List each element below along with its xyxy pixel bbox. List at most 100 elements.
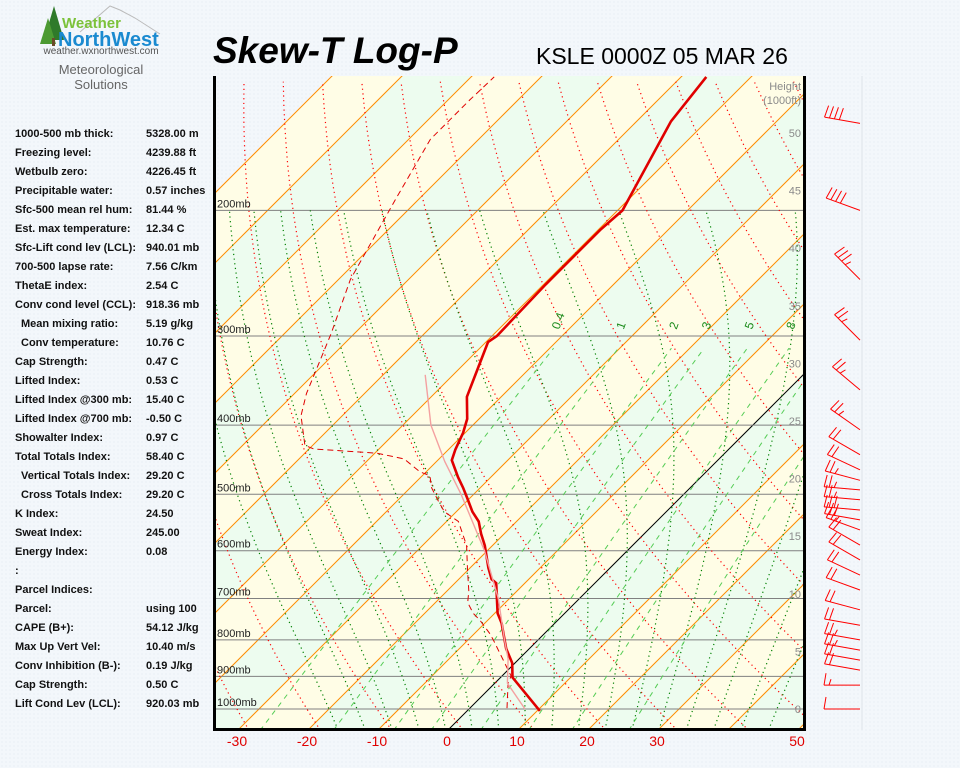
- wind-barb-full: [823, 696, 827, 710]
- dry-adiabat: [793, 81, 805, 106]
- wind-barb-full: [831, 551, 840, 563]
- stat-label: Lifted Index @700 mb:: [15, 413, 133, 425]
- stat-value: 0.50 C: [146, 679, 179, 691]
- wind-barb-full: [828, 475, 833, 488]
- tagline-meteorological: Meteorological: [58, 62, 144, 77]
- wind-barb: [823, 696, 860, 710]
- wind-barb: [825, 506, 861, 531]
- isobar-label: 1000mb: [217, 697, 257, 709]
- stat-row: 700-500 lapse rate: 7.56 C/km: [15, 261, 215, 280]
- wind-barb-full: [841, 253, 852, 262]
- wind-barb-full: [832, 358, 842, 368]
- stat-row: Conv Inhibition (B-): 0.19 J/kg: [15, 660, 215, 679]
- wind-barb: [824, 589, 861, 611]
- wind-barb-shaft: [828, 541, 861, 561]
- wind-barb-full: [823, 673, 827, 686]
- wind-barb-shaft: [824, 506, 861, 511]
- stat-label: Conv temperature:: [21, 337, 119, 349]
- wind-barb: [824, 632, 861, 651]
- stat-label: 700-500 lapse rate:: [15, 261, 114, 273]
- isobar-label: 500mb: [217, 482, 251, 494]
- stat-value: 4226.45 ft: [146, 166, 197, 178]
- stat-value: 5.19 g/kg: [146, 318, 194, 330]
- moist-adiabat: [309, 210, 473, 728]
- stat-value: 0.47 C: [146, 356, 179, 368]
- wind-barb-half: [833, 491, 838, 498]
- x-tick-label: 20: [579, 733, 595, 749]
- isotherm: [868, 72, 960, 730]
- stat-label: Freezing level:: [15, 147, 92, 159]
- dry-adiabat: [911, 82, 960, 731]
- stat-value: 12.34 C: [146, 223, 185, 235]
- wind-barb: [830, 400, 861, 431]
- mixing-ratio-line: [529, 347, 790, 728]
- moist-adiabat: [618, 210, 675, 728]
- wind-barb-full: [828, 517, 837, 528]
- stat-row: Cap Strength: 0.50 C: [15, 679, 215, 698]
- wind-barb-shaft: [828, 436, 861, 456]
- wind-barb-full: [828, 532, 837, 543]
- wind-barb-half: [833, 481, 838, 488]
- stat-label: Sfc-500 mean rel hum:: [15, 204, 133, 216]
- wind-barb-full: [825, 566, 833, 578]
- station-time-label: KSLE 0000Z 05 MAR 26: [536, 43, 788, 69]
- isotherm: [589, 512, 805, 728]
- wind-barb: [825, 566, 861, 591]
- stat-value: 0.53 C: [146, 375, 179, 387]
- stat-row: Sweat Index: 245.00: [15, 527, 215, 546]
- wind-barb-full: [830, 508, 838, 520]
- height-tick-label: 30: [789, 358, 801, 370]
- height-tick-label: 20: [789, 474, 801, 486]
- x-tick-label: 10: [509, 733, 525, 749]
- parcel-profile: [424, 374, 526, 710]
- stat-value: 7.56 C/km: [146, 261, 198, 273]
- wind-barb-full: [828, 622, 834, 635]
- height-axis-units: (1000ft): [763, 95, 801, 107]
- stat-row: Showalter Index: 0.97 C: [15, 432, 215, 451]
- stat-row: Sfc-Lift cond lev (LCL): 940.01 mb: [15, 242, 215, 261]
- zero-isotherm: [449, 372, 805, 728]
- wind-barb-full: [829, 461, 836, 473]
- moist-adiabat: [713, 468, 805, 728]
- stat-value: 940.01 mb: [146, 242, 200, 254]
- wind-barb-shaft: [824, 663, 861, 671]
- stat-value: 0.57 inches: [146, 185, 206, 197]
- stat-label: Sweat Index:: [15, 527, 83, 539]
- wind-barb-shaft: [830, 408, 861, 431]
- wind-barb-full: [832, 429, 842, 440]
- stat-row: Lifted Index: 0.53 C: [15, 375, 215, 394]
- wind-barb-full: [837, 250, 849, 259]
- wind-barb-half: [833, 629, 838, 636]
- wind-barb-full: [832, 519, 842, 530]
- wind-barb: [824, 607, 861, 626]
- wind-barb: [834, 307, 861, 341]
- isobar-label: 900mb: [217, 664, 251, 676]
- stat-value: 10.76 C: [146, 337, 185, 349]
- stat-label: ThetaE index:: [15, 280, 88, 292]
- dry-adiabat: [243, 81, 463, 728]
- dry-adiabat: [951, 82, 960, 731]
- height-tick-label: 0: [795, 704, 801, 716]
- height-tick-label: 50: [789, 128, 801, 140]
- mixing-ratio-label: 1: [613, 320, 629, 331]
- wind-barb-full: [833, 495, 838, 508]
- stat-value: 15.40 C: [146, 394, 185, 406]
- stat-row: Parcel Indices:: [15, 584, 215, 603]
- wind-barb-full: [824, 589, 831, 601]
- x-tick-label: 50: [789, 733, 805, 749]
- wind-barb: [832, 358, 861, 391]
- mixing-ratio-label: 8: [783, 320, 799, 331]
- wind-barb: [825, 187, 861, 211]
- wind-barb-shaft: [824, 653, 861, 661]
- wind-barb: [823, 474, 861, 491]
- temperature-band: [800, 723, 805, 728]
- height-tick-label: 25: [789, 416, 801, 428]
- mixing-ratio-label: 5: [742, 320, 758, 331]
- wind-barb-full: [826, 549, 835, 561]
- stat-row: Vertical Totals Index: 29.20 C: [15, 470, 215, 489]
- stat-value: 918.36 mb: [146, 299, 200, 311]
- stat-label: Lift Cond Lev (LCL):: [15, 698, 121, 710]
- stat-label: CAPE (B+):: [15, 622, 74, 634]
- wind-barb-full: [838, 108, 844, 120]
- stat-value: 29.20 C: [146, 470, 185, 482]
